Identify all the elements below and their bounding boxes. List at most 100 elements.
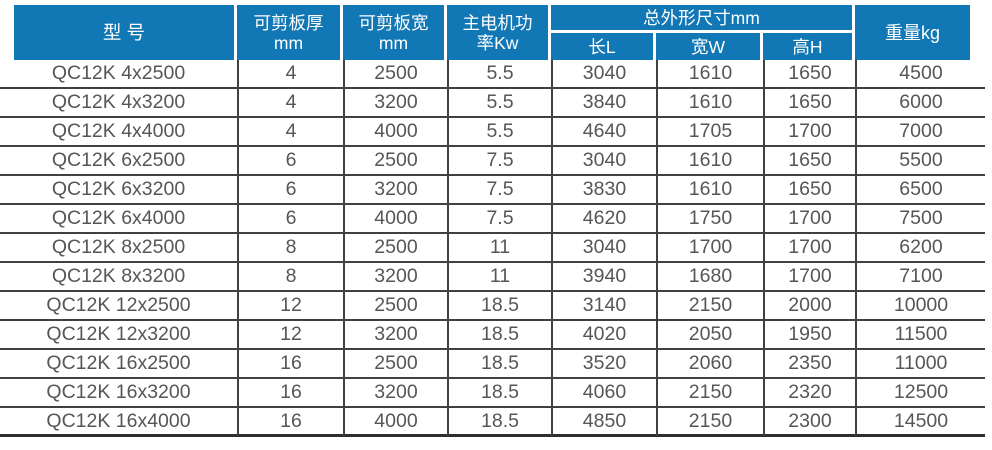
- spec-value-cell: 7.5: [447, 205, 551, 234]
- table-row: QC12K 4x3200 4 3200 5.5 3840 1610 1650 6000: [0, 89, 985, 118]
- spec-value-cell: 18.5: [447, 321, 551, 350]
- spec-value-cell: 2500: [343, 350, 447, 379]
- col-header-width: 可剪板宽 mm: [343, 5, 444, 60]
- model-cell: QC12K 8x2500: [0, 234, 237, 263]
- table-row: QC12K 8x2500 8 2500 11 3040 1700 1700 6200: [0, 234, 985, 263]
- spec-value-cell: 3200: [343, 89, 447, 118]
- table-body: QC12K 4x2500 4 2500 5.5 3040 1610 1650 4500 QC12…: [0, 60, 985, 437]
- spec-value-cell: 4850: [551, 408, 656, 437]
- spec-value-cell: 4000: [343, 408, 447, 437]
- col-header-weight-label: 重量kg: [884, 22, 940, 43]
- spec-value-cell: 1650: [763, 89, 855, 118]
- model-cell: QC12K 6x4000: [0, 205, 237, 234]
- col-header-thickness-label: 可剪板厚: [253, 12, 324, 33]
- spec-value-cell: 2150: [656, 292, 763, 321]
- spec-value-cell: 18.5: [447, 350, 551, 379]
- col-header-overall-dimensions: 总外形尺寸mm: [551, 5, 852, 30]
- spec-value-cell: 5.5: [447, 89, 551, 118]
- spec-value-cell: 10000: [855, 292, 985, 321]
- spec-value-cell: 1650: [763, 147, 855, 176]
- table-row: QC12K 12x3200 12 3200 18.5 4020 2050 1950 11500: [0, 321, 985, 350]
- spec-value-cell: 18.5: [447, 379, 551, 408]
- spec-value-cell: 14500: [855, 408, 985, 437]
- table-row: QC12K 4x2500 4 2500 5.5 3040 1610 1650 4500: [0, 60, 985, 89]
- col-header-length: 长L: [551, 33, 653, 60]
- spec-value-cell: 3200: [343, 263, 447, 292]
- model-cell: QC12K 16x4000: [0, 408, 237, 437]
- spec-value-cell: 2150: [656, 379, 763, 408]
- spec-value-cell: 5500: [855, 147, 985, 176]
- spec-value-cell: 1750: [656, 205, 763, 234]
- spec-value-cell: 2060: [656, 350, 763, 379]
- spec-value-cell: 2050: [656, 321, 763, 350]
- model-cell: QC12K 4x2500: [0, 60, 237, 89]
- spec-value-cell: 7.5: [447, 176, 551, 205]
- model-cell: QC12K 6x3200: [0, 176, 237, 205]
- spec-value-cell: 8: [237, 263, 343, 292]
- spec-value-cell: 8: [237, 234, 343, 263]
- spec-value-cell: 3520: [551, 350, 656, 379]
- spec-value-cell: 3200: [343, 321, 447, 350]
- spec-value-cell: 3200: [343, 379, 447, 408]
- model-cell: QC12K 4x4000: [0, 118, 237, 147]
- spec-value-cell: 4000: [343, 118, 447, 147]
- spec-value-cell: 3940: [551, 263, 656, 292]
- col-header-motor-power-label: 主电机功: [462, 12, 533, 33]
- spec-value-cell: 18.5: [447, 292, 551, 321]
- model-cell: QC12K 12x3200: [0, 321, 237, 350]
- spec-value-cell: 1650: [763, 60, 855, 89]
- spec-value-cell: 3040: [551, 234, 656, 263]
- model-cell: QC12K 6x2500: [0, 147, 237, 176]
- spec-value-cell: 2320: [763, 379, 855, 408]
- spec-value-cell: 11: [447, 263, 551, 292]
- spec-value-cell: 4000: [343, 205, 447, 234]
- spec-value-cell: 4020: [551, 321, 656, 350]
- spec-value-cell: 1610: [656, 147, 763, 176]
- spec-value-cell: 4: [237, 60, 343, 89]
- spec-value-cell: 6: [237, 147, 343, 176]
- spec-value-cell: 1700: [763, 118, 855, 147]
- spec-value-cell: 12: [237, 292, 343, 321]
- spec-value-cell: 11000: [855, 350, 985, 379]
- spec-value-cell: 6: [237, 205, 343, 234]
- spec-value-cell: 3140: [551, 292, 656, 321]
- spec-value-cell: 3830: [551, 176, 656, 205]
- spec-value-cell: 1700: [763, 205, 855, 234]
- spec-value-cell: 18.5: [447, 408, 551, 437]
- spec-value-cell: 1610: [656, 60, 763, 89]
- spec-value-cell: 7500: [855, 205, 985, 234]
- table-row: QC12K 16x2500 16 2500 18.5 3520 2060 2350 11000: [0, 350, 985, 379]
- spec-value-cell: 6200: [855, 234, 985, 263]
- model-cell: QC12K 16x3200: [0, 379, 237, 408]
- col-header-thickness: 可剪板厚 mm: [237, 5, 340, 60]
- spec-value-cell: 3200: [343, 176, 447, 205]
- spec-value-cell: 11500: [855, 321, 985, 350]
- spec-value-cell: 7.5: [447, 147, 551, 176]
- spec-value-cell: 3040: [551, 147, 656, 176]
- spec-value-cell: 4640: [551, 118, 656, 147]
- spec-value-cell: 4500: [855, 60, 985, 89]
- spec-value-cell: 2350: [763, 350, 855, 379]
- spec-value-cell: 2500: [343, 292, 447, 321]
- spec-value-cell: 1650: [763, 176, 855, 205]
- col-header-height-label: 高H: [792, 36, 823, 57]
- table-row: QC12K 6x2500 6 2500 7.5 3040 1610 1650 5500: [0, 147, 985, 176]
- col-header-thickness-unit: mm: [273, 32, 304, 53]
- table-row: QC12K 4x4000 4 4000 5.5 4640 1705 1700 7000: [0, 118, 985, 147]
- table-row: QC12K 12x2500 12 2500 18.5 3140 2150 2000 10000: [0, 292, 985, 321]
- spec-value-cell: 4620: [551, 205, 656, 234]
- table-row: QC12K 16x3200 16 3200 18.5 4060 2150 2320 12500: [0, 379, 985, 408]
- table-row: QC12K 6x3200 6 3200 7.5 3830 1610 1650 6500: [0, 176, 985, 205]
- spec-value-cell: 3840: [551, 89, 656, 118]
- spec-value-cell: 12: [237, 321, 343, 350]
- spec-value-cell: 7000: [855, 118, 985, 147]
- col-header-dim-width-label: 宽W: [690, 36, 726, 57]
- spec-value-cell: 2500: [343, 234, 447, 263]
- spec-value-cell: 1700: [763, 234, 855, 263]
- model-cell: QC12K 8x3200: [0, 263, 237, 292]
- spec-value-cell: 4060: [551, 379, 656, 408]
- spec-value-cell: 1705: [656, 118, 763, 147]
- col-header-model-label: 型 号: [102, 21, 146, 43]
- spec-value-cell: 11: [447, 234, 551, 263]
- spec-value-cell: 6500: [855, 176, 985, 205]
